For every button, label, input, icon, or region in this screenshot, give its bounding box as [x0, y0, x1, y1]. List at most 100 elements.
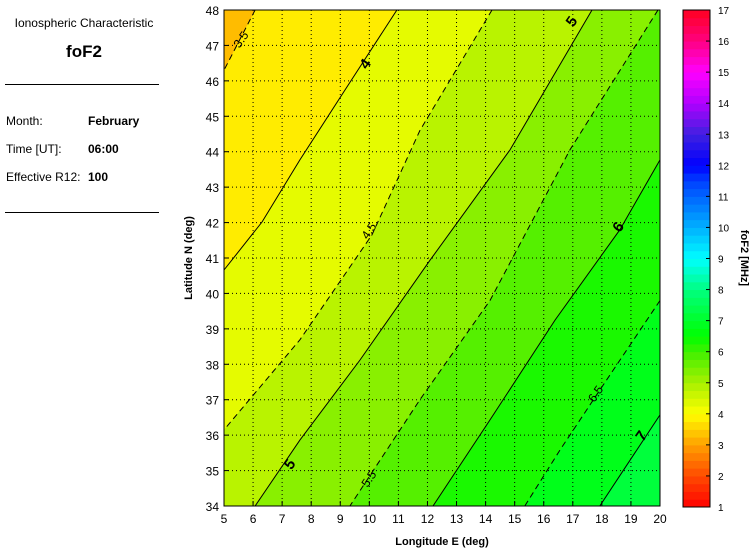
month-value: February — [88, 114, 140, 128]
colorbar-segment — [683, 460, 710, 469]
colorbar-segment — [683, 157, 710, 166]
colorbar-segment — [683, 188, 710, 197]
colorbar-tick-label: 12 — [718, 161, 730, 172]
colorbar-segment — [683, 374, 710, 384]
x-tick-label: 18 — [595, 512, 609, 526]
x-tick-label: 14 — [479, 512, 493, 526]
colorbar-tick-label: 3 — [718, 441, 724, 452]
colorbar-segment — [683, 72, 710, 81]
x-tick-label: 7 — [279, 512, 286, 526]
colorbar-tick-label: 6 — [718, 348, 724, 359]
colorbar-segment — [683, 499, 710, 508]
colorbar-segment — [683, 351, 710, 360]
y-tick-label: 45 — [206, 110, 220, 124]
y-tick-label: 37 — [206, 394, 220, 408]
colorbar-segment — [683, 87, 710, 96]
contour-fill — [224, 10, 660, 506]
colorbar-segment — [683, 64, 710, 73]
colorbar-segment — [683, 149, 710, 159]
colorbar-segment — [683, 196, 710, 205]
y-tick-label: 34 — [206, 500, 220, 514]
x-tick-label: 13 — [450, 512, 464, 526]
colorbar-tick-label: 2 — [718, 472, 724, 483]
colorbar-segment — [683, 444, 710, 454]
colorbar-segment — [683, 250, 710, 259]
colorbar-segment — [683, 211, 710, 221]
y-tick-label: 38 — [206, 358, 220, 372]
colorbar-tick-label: 10 — [718, 223, 730, 234]
y-tick-label: 47 — [206, 39, 220, 53]
colorbar-segment — [683, 103, 710, 112]
y-axis-label: Latitude N (deg) — [183, 216, 195, 300]
x-tick-label: 6 — [250, 512, 257, 526]
colorbar-tick-label: 1 — [718, 503, 724, 514]
contour-line-4 — [224, 10, 398, 271]
colorbar-tick-label: 4 — [718, 410, 724, 421]
colorbar-segment — [683, 312, 710, 322]
x-axis-label: Longitude E (deg) — [395, 536, 489, 548]
colorbar-segment — [683, 134, 710, 143]
colorbar-segment — [683, 483, 710, 492]
y-tick-label: 39 — [206, 323, 220, 337]
colorbar-segment — [683, 336, 710, 345]
x-tick-label: 16 — [537, 512, 551, 526]
contour-line-6 — [432, 159, 660, 506]
colorbar-segment — [683, 468, 710, 477]
colorbar-segment — [683, 406, 710, 415]
colorbar-segment — [683, 242, 710, 252]
contour-line-4.5 — [224, 10, 493, 431]
x-tick-label: 19 — [624, 512, 638, 526]
colorbar-segment — [683, 227, 710, 236]
contour-line-5.5 — [349, 10, 659, 506]
divider — [5, 84, 159, 85]
y-tick-label: 42 — [206, 217, 220, 231]
colorbar-segment — [683, 367, 710, 376]
colorbar-segment — [683, 266, 710, 275]
colorbar-segment — [683, 289, 710, 298]
colorbar-segment — [683, 305, 710, 314]
axes: 5 6 7 8 9 10 11 12 13 14 15 16 17 18 19 20 34 35 36 37 38 39 4… — [206, 4, 667, 526]
contour-line-7 — [599, 414, 660, 506]
colorbar-tick-label: 14 — [718, 99, 730, 110]
colorbar-segment — [683, 390, 710, 399]
colorbar-tick-label: 13 — [718, 130, 730, 141]
colorbar-segment — [683, 41, 710, 50]
colorbar-segment — [683, 25, 710, 34]
colorbar-label: foF2 [MHz] — [738, 230, 750, 287]
colorbar-segment — [683, 204, 710, 213]
colorbar-segment — [683, 258, 710, 267]
colorbar-segment — [683, 10, 710, 19]
colorbar-segment — [683, 328, 710, 337]
time-value: 06:00 — [88, 142, 119, 156]
colorbar-tick-label: 7 — [718, 317, 724, 328]
y-tick-label: 48 — [206, 4, 220, 18]
colorbar-segment — [683, 398, 710, 407]
colorbar-segment — [683, 95, 710, 104]
x-tick-label: 11 — [392, 512, 405, 526]
y-tick-label: 40 — [206, 287, 220, 301]
colorbar-segment — [683, 274, 710, 283]
colorbar-segment — [683, 437, 710, 446]
contour-line-3.5 — [224, 10, 256, 71]
colorbar-segment — [683, 126, 710, 135]
colorbar-tick-label: 11 — [718, 192, 729, 203]
y-tick-label: 44 — [206, 146, 220, 160]
colorbar-segment — [683, 382, 710, 392]
x-tick-label: 12 — [421, 512, 435, 526]
colorbar-segment — [683, 421, 710, 430]
divider — [5, 212, 159, 213]
x-tick-label: 8 — [308, 512, 315, 526]
colorbar-tick-label: 15 — [718, 68, 730, 79]
colorbar-segment — [683, 429, 710, 438]
colorbar-tick-label: 9 — [718, 255, 724, 266]
colorbar-segment — [683, 33, 710, 42]
colorbar-segment — [683, 297, 710, 306]
colorbar-segment — [683, 235, 710, 244]
colorbar-segment — [683, 17, 710, 27]
y-tick-label: 46 — [206, 75, 220, 89]
grid-lines — [224, 10, 660, 506]
y-tick-label: 43 — [206, 181, 220, 195]
r12-value: 100 — [88, 170, 109, 184]
